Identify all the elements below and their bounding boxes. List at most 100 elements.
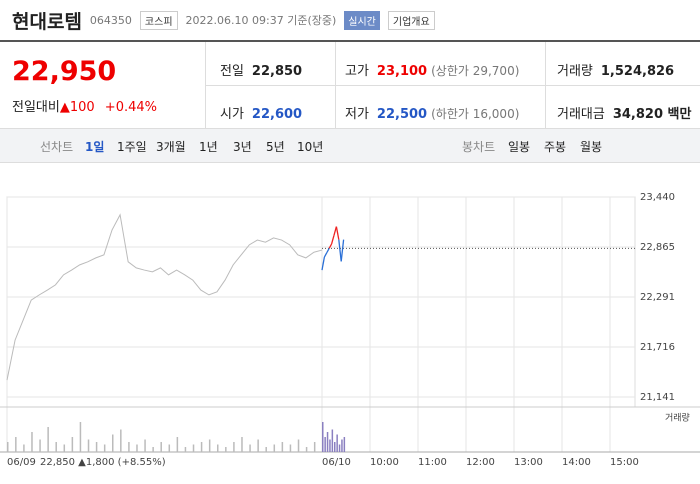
x-tick-label: 14:00 — [562, 457, 591, 468]
volume-bar — [79, 422, 82, 452]
tab[interactable]: 10년 — [297, 140, 324, 154]
tab-label: 선차트 — [40, 140, 74, 154]
tab[interactable]: 월봉 — [580, 140, 603, 154]
volume-bar — [23, 444, 25, 452]
company-info[interactable]: 기업개요 — [387, 10, 435, 30]
y-tick-label: 22,865 — [640, 242, 675, 253]
chart: 23,440 22,865 22,291 21,716 21,141 10:00 11:00… — [0, 192, 700, 468]
volume-bar — [200, 442, 203, 452]
prev-day-line — [6, 213, 323, 381]
volume-bar — [217, 444, 219, 452]
volume-bar — [343, 437, 346, 452]
today-line — [333, 226, 338, 236]
tab[interactable]: 일봉 — [508, 140, 531, 154]
volume-bar — [152, 447, 154, 452]
volume-bar — [225, 447, 227, 452]
volume-bar — [241, 437, 243, 452]
change: 전일대비▲100 +0.44% — [12, 96, 157, 115]
tab-label: 봉차트 — [462, 140, 496, 154]
volume-bar — [184, 447, 187, 452]
realtime[interactable]: 실시간 — [344, 10, 380, 30]
volume-bar — [112, 434, 114, 452]
volume-bar — [136, 444, 138, 452]
item-label: 시가 — [220, 107, 244, 122]
change-label: 전일대비 — [12, 100, 60, 115]
volume-bar — [281, 442, 284, 452]
volume-bar — [168, 444, 171, 452]
volume-bar — [324, 437, 326, 452]
y-tick-label: 22,291 — [640, 292, 675, 303]
tab-bar: 선차트 1일 1주일 3개월 1년 3년 5년 10년 봉차트 일봉 주봉 월봉 — [0, 129, 700, 163]
today-line — [326, 248, 330, 253]
today-line — [328, 243, 333, 249]
timestamp: 2022.06.10 09:37 기준(장중) — [185, 14, 337, 27]
volume-bar — [63, 444, 66, 452]
volume-bar — [257, 439, 259, 452]
volume-label: 거래량 — [665, 412, 690, 424]
tab[interactable]: 3개월 — [156, 140, 186, 154]
price: 22,950 — [12, 56, 117, 87]
volume-bar — [120, 429, 122, 452]
title: 현대로템 — [12, 10, 82, 33]
item-label: 거래대금 — [557, 107, 605, 122]
item-label: 전일 — [220, 64, 244, 79]
tab[interactable]: 주봉 — [544, 140, 567, 154]
today-line — [330, 235, 335, 245]
volume-bar — [39, 439, 41, 452]
volume-bar — [192, 444, 195, 452]
volume-bar — [331, 429, 334, 452]
today-line — [321, 256, 326, 271]
quote-item: 고가 23,100 (상한가 29,700) — [345, 60, 519, 79]
today-line — [323, 252, 328, 258]
x-tick-label: 11:00 — [418, 457, 447, 468]
quote-item: 전일 22,850 — [220, 60, 302, 79]
tab[interactable]: 5년 — [266, 140, 285, 154]
header: 현대로템 064350 코스피 2022.06.10 09:37 기준(장중) … — [0, 0, 700, 42]
item-value: 22,500 — [376, 107, 428, 122]
item-label: 고가 — [345, 64, 369, 79]
volume-bar — [160, 442, 162, 452]
x-tick-label: 13:00 — [514, 457, 543, 468]
quote-item: 저가 22,500 (하한가 16,000) — [345, 103, 519, 122]
volume-bar — [103, 444, 106, 452]
summary: 22,850 ▲1,800 (+8.55%) — [40, 457, 166, 468]
tab[interactable]: 1년 — [199, 140, 218, 154]
volume-bar — [144, 439, 146, 452]
volume-bar — [336, 434, 338, 452]
quote-item: 거래대금 34,820 백만 — [557, 103, 691, 122]
volume-bar — [334, 442, 336, 452]
y-tick-label: 21,716 — [640, 342, 675, 353]
volume-bar — [95, 442, 98, 452]
volume-bar — [305, 447, 308, 452]
volume-bar — [249, 444, 251, 452]
today-line — [340, 239, 345, 262]
volume-bar — [341, 439, 343, 452]
tab[interactable]: 1주일 — [117, 140, 147, 154]
code: 064350 — [89, 13, 132, 27]
volume-bar — [326, 432, 329, 452]
volume-bar — [289, 444, 292, 452]
item-extra: (하한가 16,000) — [431, 107, 520, 121]
volume-bar — [31, 432, 33, 452]
item-value: 22,850 — [251, 64, 303, 79]
volume-bar — [313, 442, 316, 452]
volume-bar — [297, 439, 300, 452]
y-tick-label: 21,141 — [640, 392, 675, 403]
divider — [205, 85, 700, 86]
y-tick-label: 23,440 — [640, 192, 675, 203]
item-label: 거래량 — [557, 64, 593, 79]
tab[interactable]: 3년 — [233, 140, 252, 154]
change-pct: +0.44% — [104, 100, 157, 115]
market: 코스피 — [139, 10, 178, 30]
item-value: 23,100 — [376, 64, 428, 79]
volume-bar — [128, 442, 130, 452]
volume-bar — [15, 437, 17, 452]
day-label: 06/09 — [7, 457, 36, 468]
volume-bar — [329, 439, 331, 452]
volume-bar — [265, 447, 267, 452]
tab[interactable]: 1일 — [85, 140, 105, 154]
quote-item: 시가 22,600 — [220, 103, 302, 122]
volume-bar — [176, 437, 179, 452]
item-label: 저가 — [345, 107, 369, 122]
volume-bar — [338, 444, 341, 452]
